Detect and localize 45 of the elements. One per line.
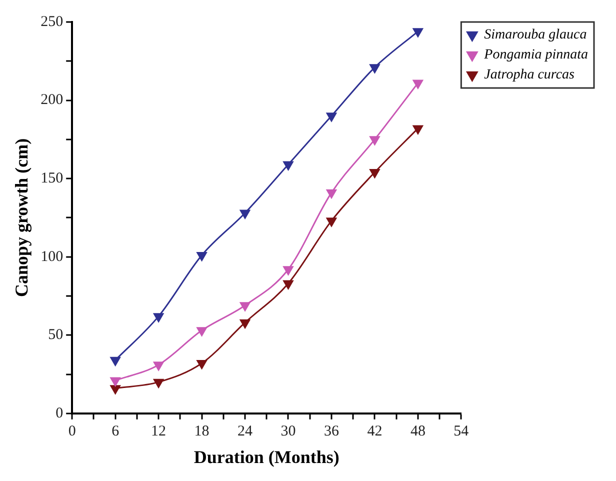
x-tick-label: 30: [280, 423, 296, 440]
y-tick-label: 150: [40, 170, 64, 186]
point: [326, 189, 337, 198]
point: [153, 313, 164, 322]
legend-label: Pongamia pinnata: [483, 48, 588, 63]
x-tick-label: 0: [68, 423, 76, 440]
point: [153, 378, 164, 388]
point: [240, 302, 250, 312]
point: [370, 169, 380, 178]
point: [283, 266, 294, 276]
x-tick-label: 24: [238, 423, 254, 440]
point: [412, 125, 424, 134]
y-axis-title: Canopy growth (cm): [11, 138, 32, 298]
point: [240, 210, 250, 219]
y-tick-label: 250: [40, 14, 64, 30]
legend-label: Simarouba glauca: [484, 28, 587, 43]
x-tick-label: 42: [367, 423, 382, 440]
point: [283, 280, 294, 290]
legend-label: Jatropha curcas: [484, 68, 576, 83]
x-axis-title: Duration (Months): [194, 446, 340, 467]
point: [153, 362, 164, 371]
point: [196, 360, 207, 370]
point: [110, 385, 120, 394]
point: [412, 80, 424, 89]
y-tick-label: 100: [40, 248, 64, 265]
x-tick-label: 54: [454, 423, 470, 440]
point: [110, 377, 120, 386]
y-tick-label: 50: [48, 327, 64, 344]
point: [110, 356, 120, 366]
x-tick-label: 12: [151, 423, 166, 440]
x-tick-label: 6: [112, 423, 120, 440]
point: [370, 64, 380, 74]
point: [240, 319, 250, 328]
x-tick-label: 36: [324, 423, 340, 440]
point: [196, 327, 207, 336]
point: [326, 218, 337, 227]
point: [412, 28, 424, 38]
point: [196, 252, 207, 262]
point: [283, 161, 294, 170]
x-tick-label: 18: [194, 423, 210, 440]
point: [326, 112, 337, 122]
y-tick-label: 0: [56, 405, 64, 422]
x-tick-label: 48: [410, 423, 426, 440]
point: [370, 136, 380, 146]
y-tick-label: 200: [40, 92, 64, 108]
